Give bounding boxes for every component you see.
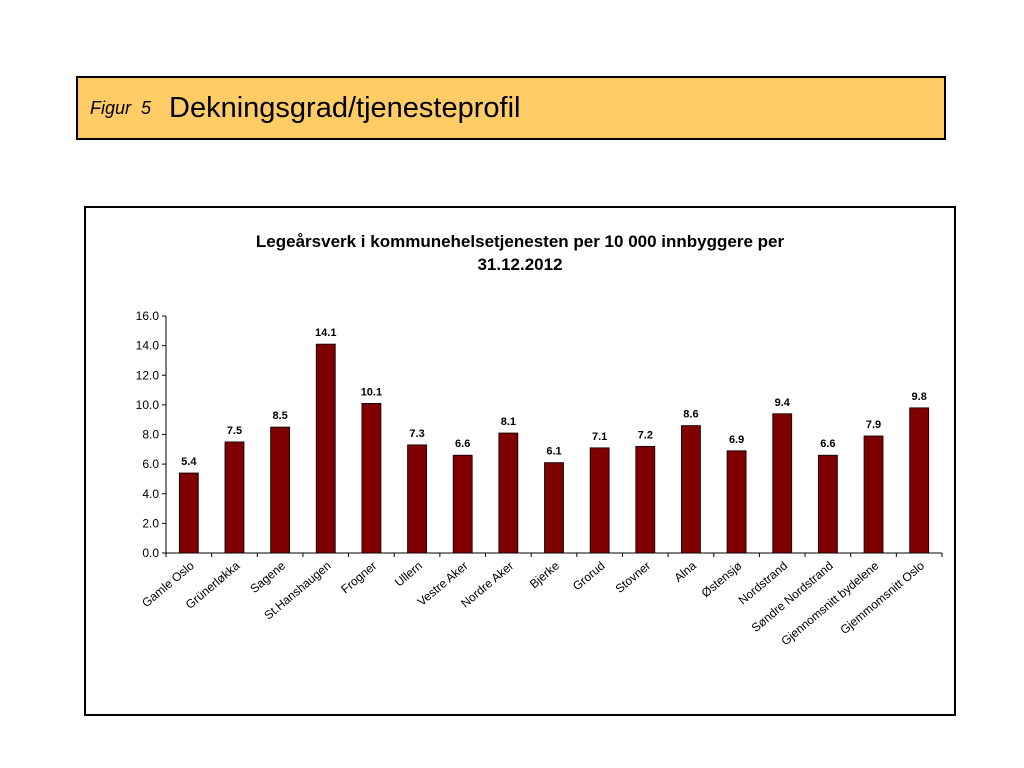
bar-value-label: 14.1 bbox=[315, 327, 336, 339]
bar bbox=[544, 462, 564, 554]
bar-value-label: 6.9 bbox=[729, 434, 744, 446]
chart-title: Legeårsverk i kommunehelsetjenesten per … bbox=[86, 230, 954, 276]
bar bbox=[407, 444, 427, 554]
bar-value-label: 5.4 bbox=[181, 456, 197, 468]
category-label: Gjemmomsnitt Oslo bbox=[837, 558, 927, 637]
y-tick-label: 2.0 bbox=[142, 516, 159, 530]
y-tick-label: 4.0 bbox=[142, 487, 159, 501]
bar bbox=[589, 447, 610, 554]
y-tick-label: 16.0 bbox=[136, 309, 160, 323]
y-tick-label: 6.0 bbox=[142, 457, 159, 471]
bar-value-label: 6.6 bbox=[455, 438, 470, 450]
figure-title: Dekningsgrad/tjenesteprofil bbox=[169, 91, 521, 124]
y-tick-label: 14.0 bbox=[136, 339, 160, 353]
bar-chart: 0.02.04.06.08.010.012.014.016.05.4Gamle … bbox=[136, 309, 943, 648]
bar-value-label: 6.6 bbox=[820, 438, 835, 450]
bar-value-label: 8.5 bbox=[272, 410, 287, 422]
bar bbox=[772, 413, 793, 554]
y-tick-label: 8.0 bbox=[142, 428, 159, 442]
bar bbox=[361, 402, 382, 554]
bar bbox=[909, 407, 930, 554]
bar-value-label: 6.1 bbox=[546, 446, 561, 458]
y-tick-label: 10.0 bbox=[136, 398, 160, 412]
bar bbox=[270, 426, 291, 554]
bar-value-label: 8.6 bbox=[683, 409, 698, 421]
bar-value-label: 7.5 bbox=[227, 425, 242, 437]
category-label: Grorud bbox=[570, 559, 608, 594]
y-tick-label: 0.0 bbox=[142, 546, 159, 560]
bar bbox=[726, 450, 747, 554]
bar bbox=[681, 425, 701, 554]
bar-value-label: 9.8 bbox=[912, 391, 927, 403]
category-label: Frogner bbox=[338, 559, 379, 597]
y-tick-label: 12.0 bbox=[136, 368, 160, 382]
bar-value-label: 7.3 bbox=[409, 428, 424, 440]
category-label: Søndre Nordstrand bbox=[749, 559, 836, 635]
bar-value-label: 7.9 bbox=[866, 419, 881, 431]
figure-label: Figur bbox=[90, 97, 132, 118]
bar bbox=[315, 343, 336, 554]
bar bbox=[863, 435, 884, 554]
bar bbox=[635, 445, 656, 554]
bar-value-label: 10.1 bbox=[361, 386, 382, 398]
category-label: Bjerke bbox=[527, 558, 562, 591]
bar-value-label: 7.2 bbox=[638, 429, 653, 441]
chart-title-line-1: Legeårsverk i kommunehelsetjenesten per … bbox=[255, 232, 785, 251]
bar bbox=[452, 454, 473, 554]
chart-title-line-2: 31.12.2012 bbox=[477, 255, 563, 274]
bar-value-label: 9.4 bbox=[775, 397, 791, 409]
category-label: Ullern bbox=[392, 559, 425, 590]
category-label: Sagene bbox=[247, 558, 288, 596]
figure-number: 5 bbox=[141, 97, 152, 118]
category-label: Alna bbox=[671, 558, 699, 584]
bar bbox=[498, 432, 519, 554]
bar-value-label: 7.1 bbox=[592, 431, 607, 443]
bar bbox=[178, 472, 199, 554]
bar-value-label: 8.1 bbox=[501, 416, 516, 428]
figure-header: Figur 5 Dekningsgrad/tjenesteprofil bbox=[76, 76, 946, 140]
bar bbox=[817, 454, 838, 554]
bar bbox=[224, 441, 245, 554]
category-label: Stovner bbox=[613, 559, 654, 596]
chart-frame: Legeårsverk i kommunehelsetjenesten per … bbox=[84, 206, 956, 716]
